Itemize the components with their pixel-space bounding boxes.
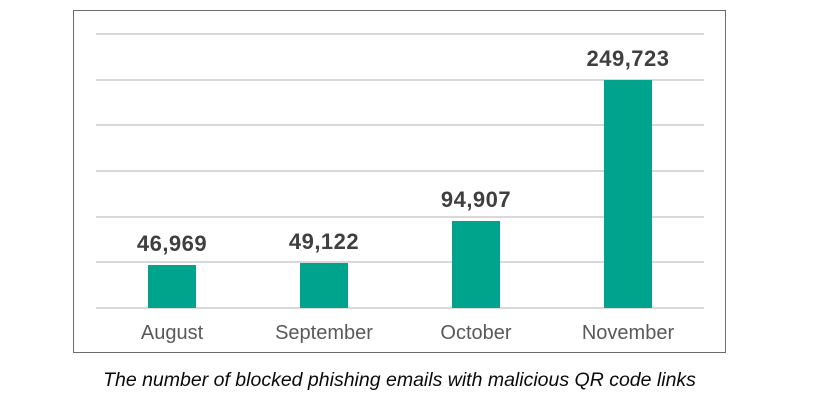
bar-value-label-august: 46,969: [136, 231, 208, 256]
gridline: [96, 33, 704, 35]
bars-row: 46,969 49,122 94,907 249,723: [96, 34, 704, 308]
bar-column-october: 94,907: [400, 34, 552, 308]
bar-august: [148, 265, 196, 308]
bar-column-november: 249,723: [552, 34, 704, 308]
bar-value-label-september: 49,122: [288, 229, 360, 254]
x-axis-label-august: August: [140, 322, 204, 344]
x-axis-label-october: October: [440, 322, 512, 344]
bar-column-september: 49,122: [248, 34, 400, 308]
bar-november: [604, 80, 652, 308]
x-axis-label-september: September: [275, 322, 373, 344]
bar-september: [300, 263, 348, 308]
plot-area: 46,969 49,122 94,907 249,723: [96, 33, 704, 309]
bar-october: [452, 221, 500, 308]
x-axis-labels: August September October November: [96, 320, 704, 346]
bar-value-label-november: 249,723: [586, 46, 670, 71]
gridline: [96, 307, 704, 309]
bar-column-august: 46,969: [96, 34, 248, 308]
gridline: [96, 261, 704, 264]
chart-frame: 46,969 49,122 94,907 249,723 August Septembe…: [73, 10, 726, 353]
gridline: [96, 78, 704, 81]
gridline: [96, 170, 704, 172]
chart-caption: The number of blocked phishing emails wi…: [103, 369, 696, 391]
gridline: [96, 215, 704, 218]
bar-value-label-october: 94,907: [440, 187, 512, 212]
gridline: [96, 124, 704, 127]
x-axis-label-november: November: [581, 322, 675, 344]
